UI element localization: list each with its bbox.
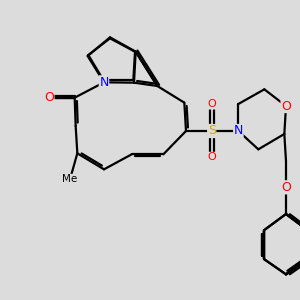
Text: O: O (207, 152, 216, 162)
Text: O: O (207, 99, 216, 109)
Text: O: O (281, 181, 291, 194)
Text: Me: Me (62, 174, 78, 184)
Text: O: O (44, 91, 54, 104)
Text: N: N (99, 76, 109, 89)
Text: N: N (234, 124, 243, 137)
Text: O: O (281, 100, 291, 112)
Text: S: S (208, 124, 216, 137)
